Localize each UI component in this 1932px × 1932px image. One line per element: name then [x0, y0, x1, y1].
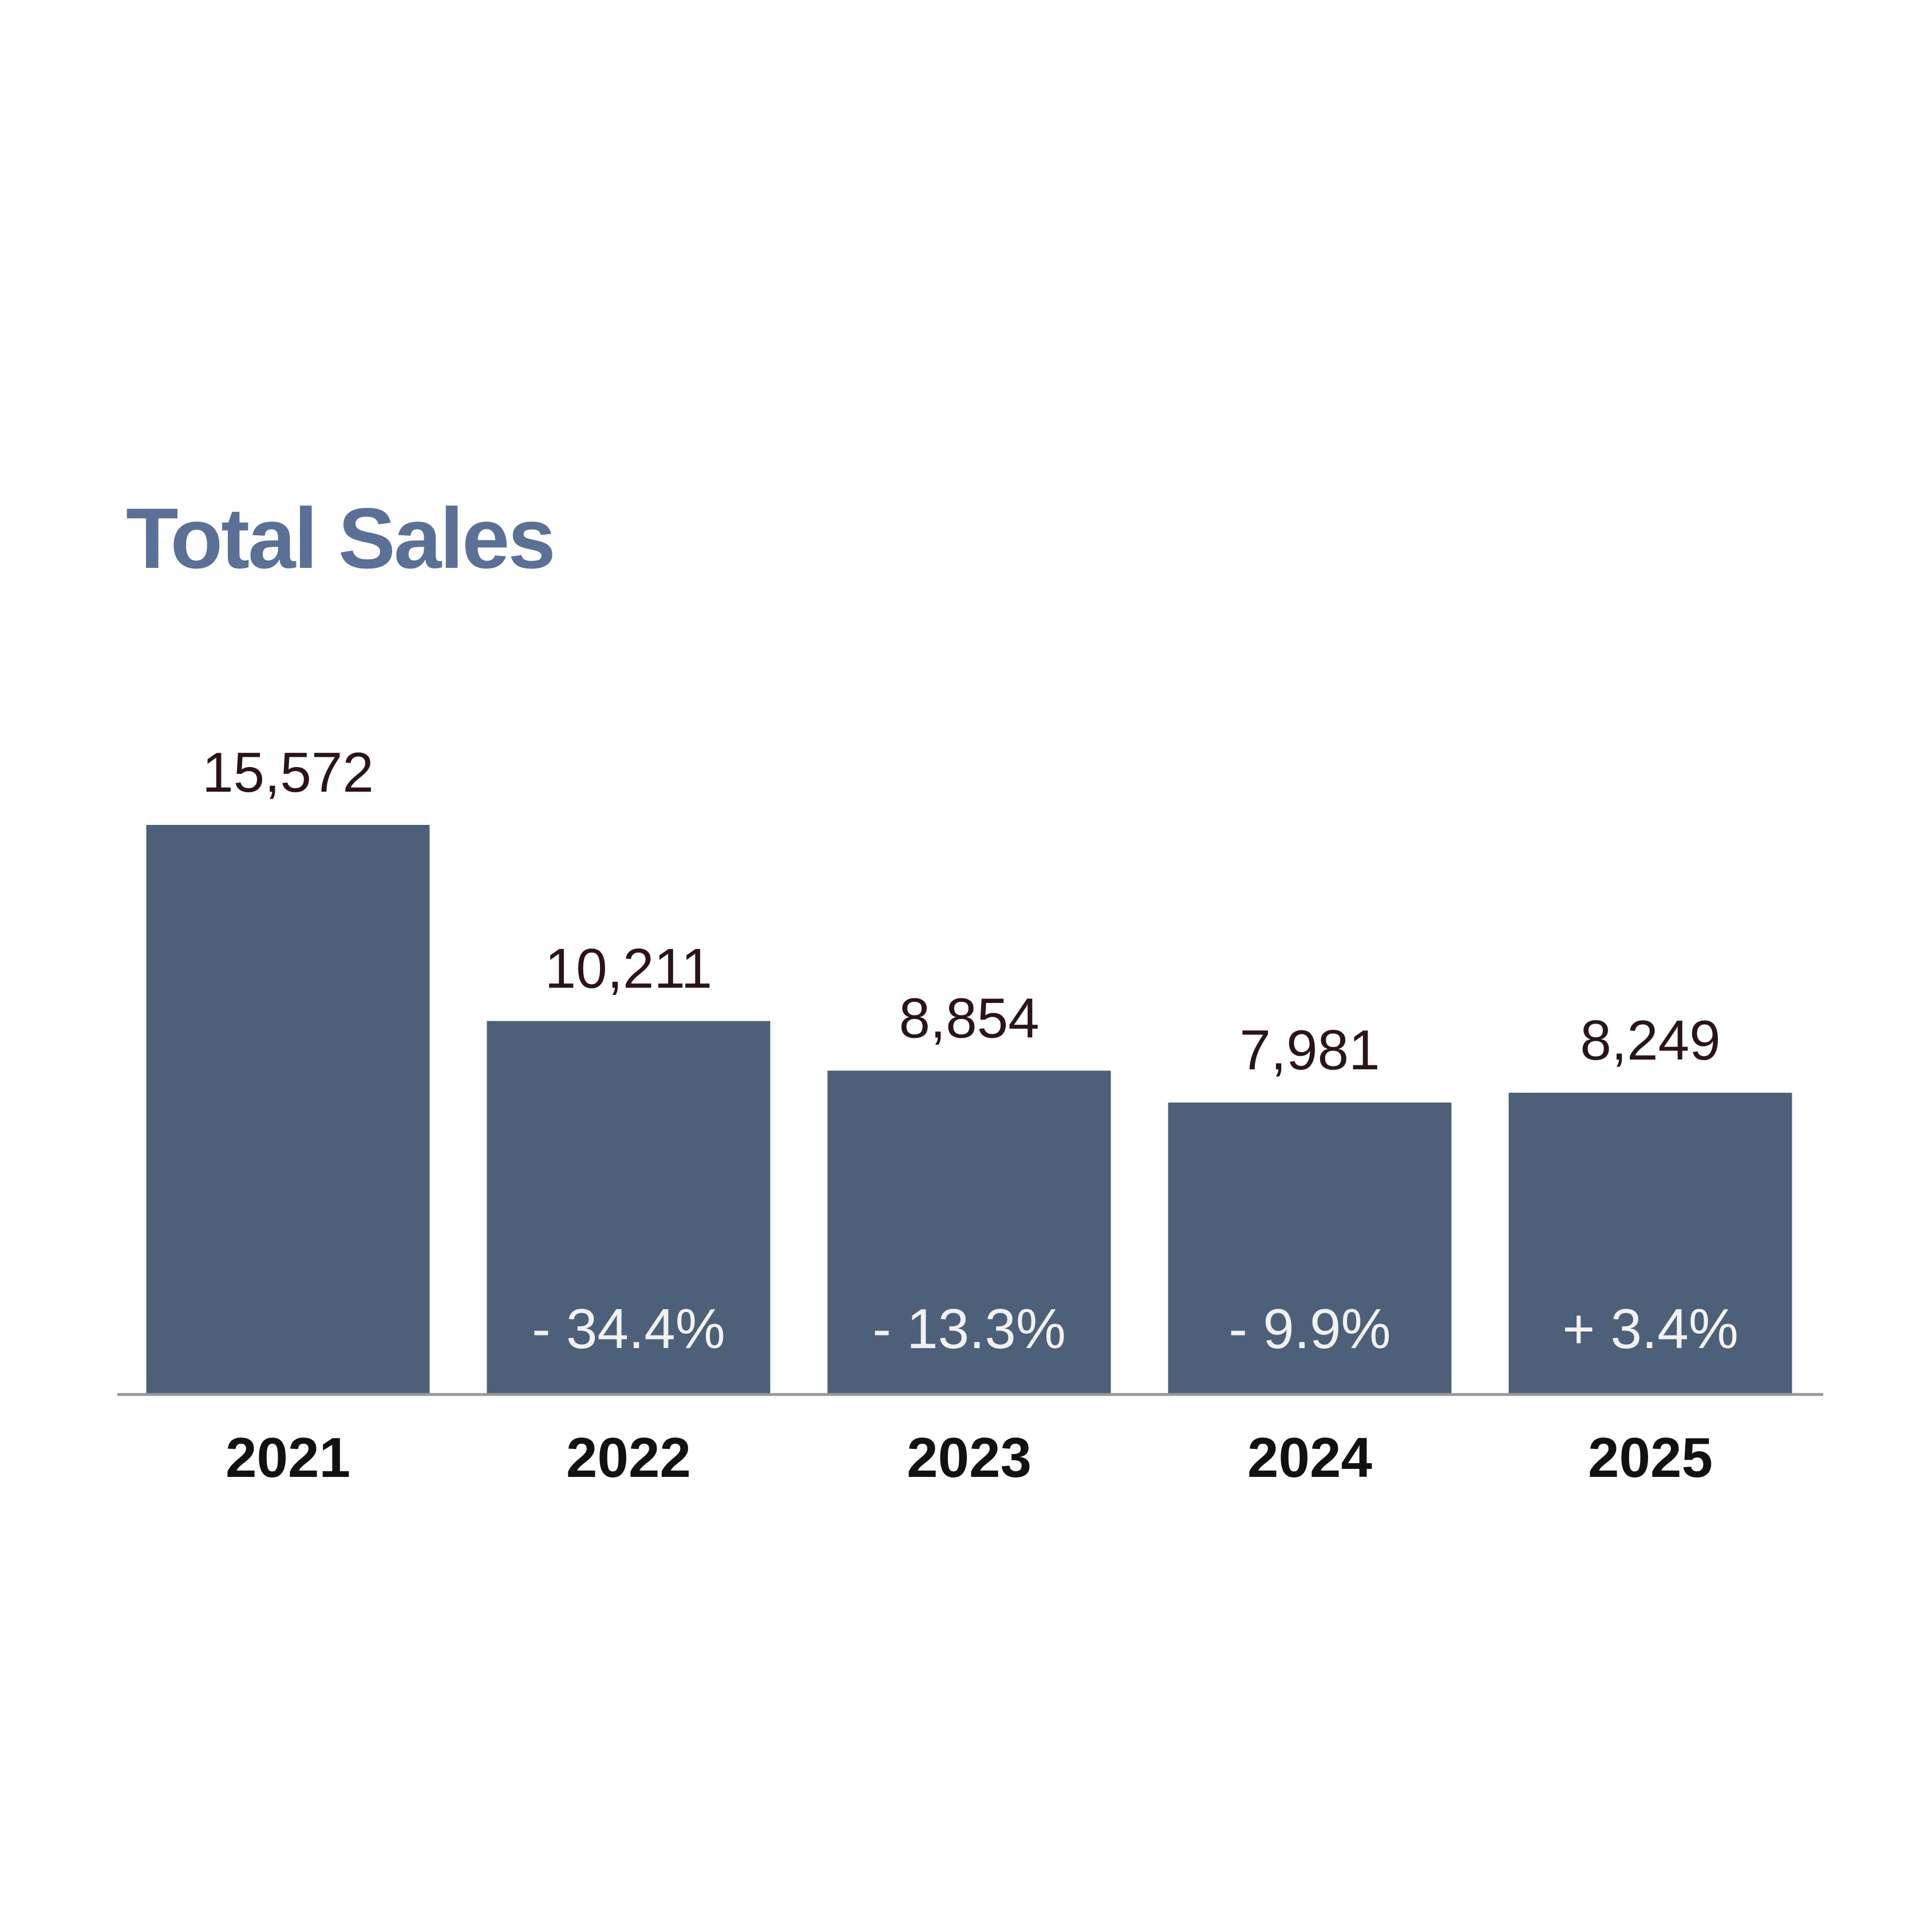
value-label-2025: 8,249	[1580, 1009, 1720, 1072]
bar-2022	[487, 1021, 771, 1394]
change-label-2025: + 3.4%	[1562, 1297, 1739, 1360]
change-label-2022: - 34.4%	[532, 1297, 725, 1360]
change-label-2023: - 13.3%	[872, 1297, 1066, 1360]
x-tick-label-2021: 2021	[226, 1426, 350, 1489]
value-label-2022: 10,211	[545, 937, 712, 1000]
bar-2025	[1508, 1092, 1792, 1394]
x-tick-label-2025: 2025	[1588, 1426, 1713, 1489]
x-tick-label-2022: 2022	[566, 1426, 691, 1489]
change-label-2024: - 9.9%	[1228, 1297, 1390, 1360]
chart-title: Total Sales	[126, 490, 554, 586]
bars-group: 15,572 2021 10,211 - 34.4% 2022 8,854 - 13.3% 2…	[146, 741, 1792, 1489]
value-label-2023: 8,854	[899, 986, 1039, 1049]
bar-2021	[146, 825, 430, 1394]
bar-2024	[1168, 1103, 1452, 1394]
x-tick-label-2024: 2024	[1247, 1426, 1372, 1489]
value-label-2021: 15,572	[202, 741, 374, 804]
value-label-2024: 7,981	[1239, 1018, 1380, 1081]
bar-2023	[827, 1070, 1111, 1394]
x-tick-label-2023: 2023	[907, 1426, 1032, 1489]
